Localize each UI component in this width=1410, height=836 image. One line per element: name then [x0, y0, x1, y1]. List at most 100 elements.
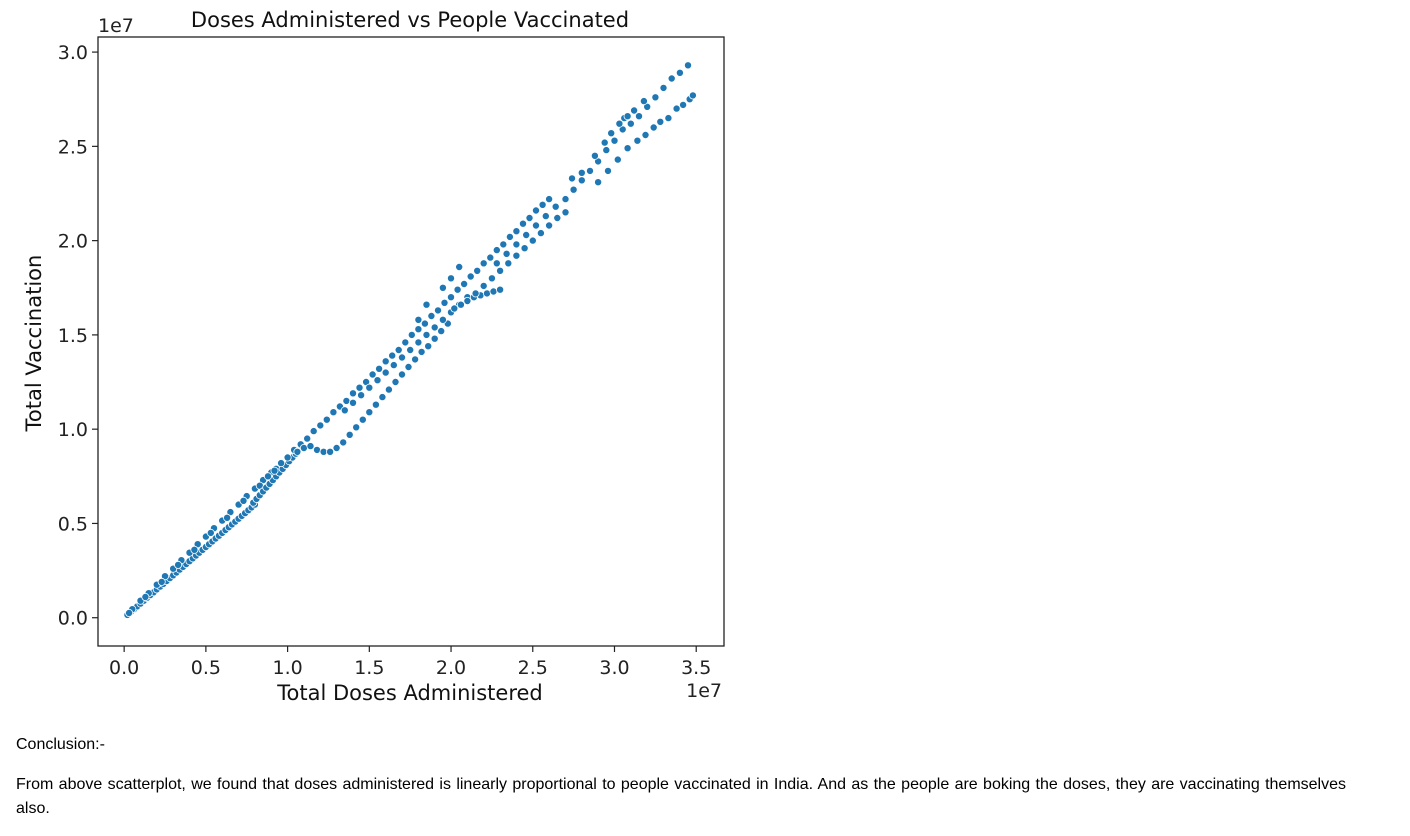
- scatter-point: [375, 364, 384, 373]
- scatter-point: [355, 383, 364, 392]
- scatter-chart: Doses Administered vs People Vaccinated …: [0, 0, 740, 712]
- plot-frame: [97, 36, 725, 647]
- scatter-point: [174, 560, 183, 569]
- scatter-point: [329, 408, 338, 417]
- scatter-point: [594, 178, 603, 187]
- scatter-point: [373, 376, 382, 385]
- scatter-point: [473, 266, 482, 275]
- scatter-point: [492, 259, 501, 268]
- scatter-point: [430, 323, 439, 332]
- scatter-point: [206, 528, 215, 537]
- scatter-point: [532, 206, 541, 215]
- x-tick-label: 3.5: [681, 657, 711, 679]
- scatter-point: [352, 423, 361, 432]
- scatter-point: [332, 443, 341, 452]
- scatter-point: [368, 370, 377, 379]
- scatter-point: [422, 330, 431, 339]
- scatter-point: [342, 396, 351, 405]
- scatter-point: [365, 383, 374, 392]
- scatter-point: [615, 119, 624, 128]
- scatter-point: [417, 347, 426, 356]
- y-tick-label: 2.5: [58, 136, 88, 158]
- scatter-point: [496, 266, 505, 275]
- scatter-point: [414, 325, 423, 334]
- scatter-point: [486, 253, 495, 262]
- scatter-point: [394, 345, 403, 354]
- scatter-point: [381, 368, 390, 377]
- scatter-point: [306, 442, 315, 451]
- scatter-point: [223, 513, 232, 522]
- scatter-point: [414, 338, 423, 347]
- scatter-point: [407, 330, 416, 339]
- scatter-point: [316, 421, 325, 430]
- scatter-point: [504, 259, 513, 268]
- scatter-point: [358, 415, 367, 424]
- x-tick-label: 0.0: [109, 657, 139, 679]
- scatter-point: [522, 230, 531, 239]
- y-tick-label: 0.5: [58, 513, 88, 535]
- scatter-point: [339, 438, 348, 447]
- scatter-point: [397, 370, 406, 379]
- scatter-point: [525, 213, 534, 222]
- scatter-point: [141, 593, 150, 602]
- scatter-point: [357, 391, 366, 400]
- scatter-point: [602, 146, 611, 155]
- scatter-point: [157, 577, 166, 586]
- scatter-point: [538, 200, 547, 209]
- scatter-point: [463, 296, 472, 305]
- scatter-point: [303, 434, 312, 443]
- scatter-point: [406, 345, 415, 354]
- scatter-point: [664, 114, 673, 123]
- scatter-point: [404, 362, 413, 371]
- scatter-point: [545, 221, 554, 230]
- x-axis-title: Total Doses Administered: [276, 681, 543, 705]
- scatter-point: [438, 315, 447, 324]
- scatter-point: [496, 285, 505, 294]
- scatter-point: [455, 262, 464, 271]
- y-tick-label: 1.5: [58, 325, 88, 347]
- scatter-point: [656, 117, 665, 126]
- scatter-point: [466, 272, 475, 281]
- scatter-point: [397, 353, 406, 362]
- scatter-point: [607, 129, 616, 138]
- x-tick-label: 2.5: [518, 657, 548, 679]
- scatter-point: [667, 74, 676, 83]
- scatter-point: [633, 136, 642, 145]
- scatter-point: [299, 443, 308, 452]
- scatter-point: [577, 176, 586, 185]
- scatter-point: [512, 240, 521, 249]
- x-tick-label: 1.5: [354, 657, 384, 679]
- scatter-point: [675, 68, 684, 77]
- scatter-point: [460, 279, 469, 288]
- y-tick-label: 2.0: [58, 231, 88, 253]
- scatter-point: [553, 213, 562, 222]
- scatter-point: [438, 283, 447, 292]
- x-tick-label: 3.0: [599, 657, 629, 679]
- scatter-point: [545, 195, 554, 204]
- scatter-point: [450, 304, 459, 313]
- scatter-point: [623, 144, 632, 153]
- scatter-point: [309, 427, 318, 436]
- scatter-point: [384, 385, 393, 394]
- scatter-point: [433, 306, 442, 315]
- scatter-point: [626, 119, 635, 128]
- scatter-point: [283, 453, 292, 462]
- scatter-point: [326, 447, 335, 456]
- scatter-point: [541, 212, 550, 221]
- scatter-point: [590, 151, 599, 160]
- chart-svg: Doses Administered vs People Vaccinated …: [22, 8, 725, 705]
- scatter-point: [561, 195, 570, 204]
- scatter-point: [512, 227, 521, 236]
- scatter-point: [378, 393, 387, 402]
- scatter-point: [536, 229, 545, 238]
- x-tick-label: 1.0: [272, 657, 302, 679]
- scatter-point: [440, 298, 449, 307]
- scatter-point: [312, 445, 321, 454]
- scatter-point: [489, 287, 498, 296]
- scatter-point: [388, 351, 397, 360]
- scatter-point: [672, 104, 681, 113]
- scatter-point: [420, 319, 429, 328]
- y-offset-label: 1e7: [98, 15, 134, 37]
- ticks-layer: 0.0 0.5 1.0 1.5 2.0 2.5 3.0 3.5 0.0 0.5 1.0 1.5 2.0 2…: [58, 42, 712, 679]
- scatter-point: [437, 327, 446, 336]
